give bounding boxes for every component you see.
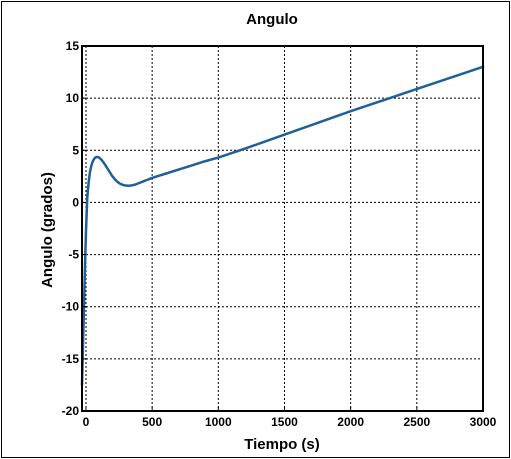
grid-lines <box>82 46 483 411</box>
y-tick-label: 5 <box>72 143 79 157</box>
y-tick-label: 10 <box>66 91 80 105</box>
x-tick-label: 2000 <box>337 415 364 429</box>
x-tick-label: 1500 <box>271 415 298 429</box>
x-tick-label: 2500 <box>403 415 430 429</box>
y-tick-label: 0 <box>72 195 79 209</box>
x-tick-label: 500 <box>142 415 162 429</box>
y-tick-label: -20 <box>62 404 80 418</box>
x-tick-label: 3000 <box>470 415 497 429</box>
angulo-series-line <box>80 65 485 387</box>
x-tick-label: 0 <box>83 415 90 429</box>
x-tick-label: 1000 <box>205 415 232 429</box>
y-tick-label: -10 <box>62 300 80 314</box>
tick-marks-and-labels: 0 500 1000 1500 2000 2500 3000 -20 -15 -10 -5 0 5 10 1… <box>62 39 497 429</box>
y-tick-label: 15 <box>66 39 80 53</box>
x-axis-label: Tiempo (s) <box>244 436 320 453</box>
y-tick-label: -15 <box>62 352 80 366</box>
chart-title: Angulo <box>246 11 298 28</box>
plot-area-frame <box>81 45 484 412</box>
y-tick-label: -5 <box>68 248 79 262</box>
series-layer <box>80 65 485 387</box>
y-axis-label: Angulo (grados) <box>39 172 56 288</box>
